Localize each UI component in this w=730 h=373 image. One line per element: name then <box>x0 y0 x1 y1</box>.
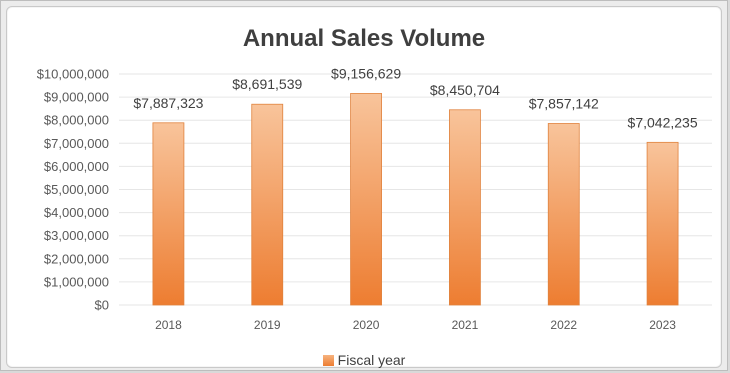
x-axis-tick-labels: 2018 2019 2020 2021 2022 2023 <box>155 318 676 332</box>
x-tick-label: 2019 <box>254 318 281 332</box>
bar-2020 <box>350 93 382 306</box>
x-tick-label: 2020 <box>353 318 380 332</box>
y-tick-label: $4,000,000 <box>44 205 109 220</box>
chart-card: Annual Sales Volume $0 $1,000,000 $2,000,0… <box>6 6 722 368</box>
y-tick-label: $6,000,000 <box>44 159 109 174</box>
x-tick-label: 2023 <box>649 318 676 332</box>
data-label-2020: $9,156,629 <box>331 65 401 81</box>
y-tick-label: $10,000,000 <box>37 67 109 82</box>
bar-2018 <box>152 122 185 306</box>
data-label-2018: $7,887,323 <box>133 95 203 111</box>
bar-2023 <box>646 141 679 306</box>
legend: Fiscal year <box>7 352 721 368</box>
bars <box>152 93 679 306</box>
legend-label: Fiscal year <box>337 352 406 368</box>
data-label-2019: $8,691,539 <box>232 76 302 92</box>
data-labels: $7,887,323 $8,691,539 $9,156,629 $8,450,704… <box>133 65 697 130</box>
gridlines <box>119 73 712 306</box>
y-axis-tick-labels: $0 $1,000,000 $2,000,000 $3,000,000 $4,000,0… <box>37 67 109 313</box>
y-tick-label: $3,000,000 <box>44 228 109 243</box>
y-tick-label: $9,000,000 <box>44 90 109 105</box>
data-label-2023: $7,042,235 <box>628 114 698 130</box>
bar-2022 <box>547 123 580 306</box>
x-tick-label: 2022 <box>550 318 577 332</box>
bar-2019 <box>251 103 284 306</box>
bar-2021 <box>449 109 481 306</box>
y-tick-label: $2,000,000 <box>44 251 109 266</box>
legend-swatch <box>322 354 334 366</box>
y-tick-label: $5,000,000 <box>44 182 109 197</box>
chart-title: Annual Sales Volume <box>242 25 486 52</box>
x-tick-label: 2021 <box>452 318 479 332</box>
y-tick-label: $0 <box>95 298 109 313</box>
y-tick-label: $8,000,000 <box>44 113 109 128</box>
data-label-2021: $8,450,704 <box>430 82 500 98</box>
data-label-2022: $7,857,142 <box>529 96 599 112</box>
y-tick-label: $1,000,000 <box>44 274 109 289</box>
x-tick-label: 2018 <box>155 318 182 332</box>
y-tick-label: $7,000,000 <box>44 136 109 151</box>
bar-chart: $0 $1,000,000 $2,000,000 $3,000,000 $4,000,0… <box>37 65 712 332</box>
